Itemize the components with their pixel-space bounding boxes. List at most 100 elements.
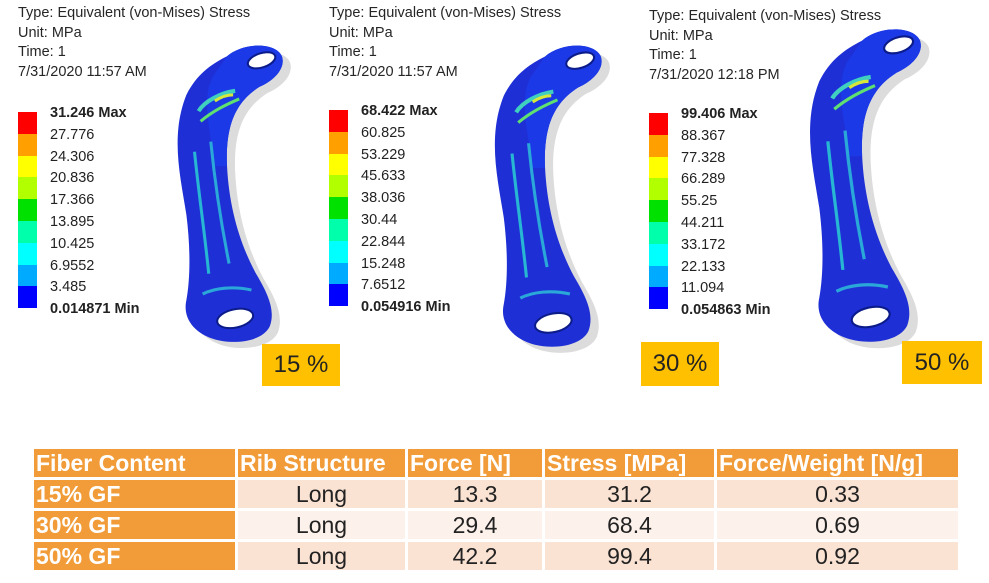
legend-value: 55.25: [681, 193, 718, 210]
legend-swatch: [649, 178, 668, 201]
legend-value: 53.229: [361, 146, 406, 163]
legend-swatch: [18, 112, 37, 134]
legend-value: 60.825: [361, 124, 406, 141]
legend-swatch: [649, 287, 668, 310]
legend-min: 0.054863 Min: [681, 302, 771, 319]
table-cell: Long: [238, 511, 405, 539]
table-cell: 68.4: [545, 511, 714, 539]
legend-max: 31.246 Max: [50, 105, 127, 121]
legend-swatch: [18, 199, 37, 221]
table-cell: 13.3: [408, 480, 542, 508]
legend-value: 22.844: [361, 233, 406, 250]
table-cell: 31.2: [545, 480, 714, 508]
legend-value: 7.6512: [361, 277, 406, 294]
legend-value: 10.425: [50, 235, 95, 252]
legend-swatch: [18, 221, 37, 243]
legend-swatch: [329, 197, 348, 219]
legend-swatch: [329, 131, 348, 154]
result-meta: Type: Equivalent (von-Mises) Stress Unit…: [649, 7, 881, 85]
header-stress: Stress [MPa]: [545, 449, 714, 477]
legend-value: 15.248: [361, 255, 406, 272]
header-fiber-content: Fiber Content: [34, 449, 235, 477]
table-cell: 99.4: [545, 542, 714, 570]
legend-swatch: [649, 200, 668, 222]
legend-swatch: [18, 286, 37, 309]
legend-swatch: [18, 155, 37, 178]
legend-value: 66.289: [681, 171, 726, 188]
legend-min: 0.014871 Min: [50, 301, 140, 318]
time-label: Time: 1: [18, 44, 66, 60]
legend-value: 30.44: [361, 212, 398, 228]
legend-swatch: [329, 110, 348, 132]
row-label: 30% GF: [34, 511, 235, 539]
legend-value: 33.172: [681, 236, 726, 253]
legend-value: 27.776: [50, 126, 95, 143]
header-force-weight: Force/Weight [N/g]: [717, 449, 958, 477]
legend-value: 45.633: [361, 168, 406, 185]
table-header-row: Fiber Content Rib Structure Force [N] St…: [34, 449, 958, 477]
stress-panel-1: Type: Equivalent (von-Mises) Stress Unit…: [18, 0, 338, 400]
type-label: Type: Equivalent (von-Mises) Stress: [649, 8, 882, 24]
legend-swatch: [18, 177, 37, 200]
legend-swatch: [329, 219, 348, 241]
legend-swatch: [18, 264, 37, 287]
table-row: 50% GF Long 42.2 99.4 0.92: [34, 542, 958, 570]
time-label: Time: 1: [329, 44, 377, 60]
bracket-stress-model: [468, 40, 618, 360]
legend-swatch: [18, 133, 37, 156]
legend-swatch: [649, 156, 668, 179]
unit-label: Unit: MPa: [649, 27, 713, 44]
legend-swatch: [649, 134, 668, 157]
legend-max: 68.422 Max: [361, 103, 438, 119]
result-meta: Type: Equivalent (von-Mises) Stress Unit…: [329, 4, 561, 82]
legend-swatch: [329, 240, 348, 263]
date-label: 7/31/2020 11:57 AM: [329, 63, 458, 80]
unit-label: Unit: MPa: [329, 24, 393, 41]
legend-swatch: [329, 153, 348, 176]
legend-swatch: [649, 113, 668, 135]
legend-value: 17.366: [50, 192, 95, 209]
header-rib-structure: Rib Structure: [238, 449, 405, 477]
fiber-content-badge: 15 %: [262, 344, 340, 386]
type-label: Type: Equivalent (von-Mises) Stress: [18, 5, 251, 21]
legend-value: 44.211: [681, 215, 725, 231]
legend-swatch: [649, 222, 668, 244]
legend-value: 20.836: [50, 170, 95, 187]
legend-value: 77.328: [681, 149, 726, 166]
table-cell: 0.33: [717, 480, 958, 508]
legend-max: 99.406 Max: [681, 106, 758, 122]
legend-swatch: [649, 243, 668, 266]
date-label: 7/31/2020 11:57 AM: [18, 63, 147, 80]
legend-value: 3.485: [50, 279, 87, 296]
fiber-content-badge: 30 %: [641, 342, 719, 386]
stress-panel-2: Type: Equivalent (von-Mises) Stress Unit…: [329, 0, 649, 400]
table-cell: 42.2: [408, 542, 542, 570]
legend-min: 0.054916 Min: [361, 299, 451, 316]
table-cell: 0.69: [717, 511, 958, 539]
table-cell: 29.4: [408, 511, 542, 539]
legend-value: 6.9552: [50, 257, 95, 274]
legend-value: 24.306: [50, 148, 95, 165]
legend-value: 11.094: [681, 280, 725, 297]
legend-swatch: [649, 265, 668, 288]
date-label: 7/31/2020 12:18 PM: [649, 66, 780, 83]
bracket-stress-model: [785, 22, 935, 357]
fiber-content-badge: 50 %: [902, 341, 982, 384]
legend-value: 38.036: [361, 190, 406, 207]
legend-swatch: [329, 284, 348, 307]
legend-swatch: [18, 242, 37, 265]
legend-value: 88.367: [681, 127, 726, 144]
table-cell: 0.92: [717, 542, 958, 570]
legend-swatch: [329, 175, 348, 198]
legend-swatch: [329, 262, 348, 285]
table-cell: Long: [238, 480, 405, 508]
table-cell: Long: [238, 542, 405, 570]
table-row: 15% GF Long 13.3 31.2 0.33: [34, 480, 958, 508]
legend-value: 13.895: [50, 214, 95, 230]
type-label: Type: Equivalent (von-Mises) Stress: [329, 5, 562, 21]
legend-value: 22.133: [681, 258, 726, 275]
result-meta: Type: Equivalent (von-Mises) Stress Unit…: [18, 4, 250, 82]
row-label: 15% GF: [34, 480, 235, 508]
results-table: Fiber Content Rib Structure Force [N] St…: [31, 446, 961, 573]
time-label: Time: 1: [649, 47, 697, 63]
